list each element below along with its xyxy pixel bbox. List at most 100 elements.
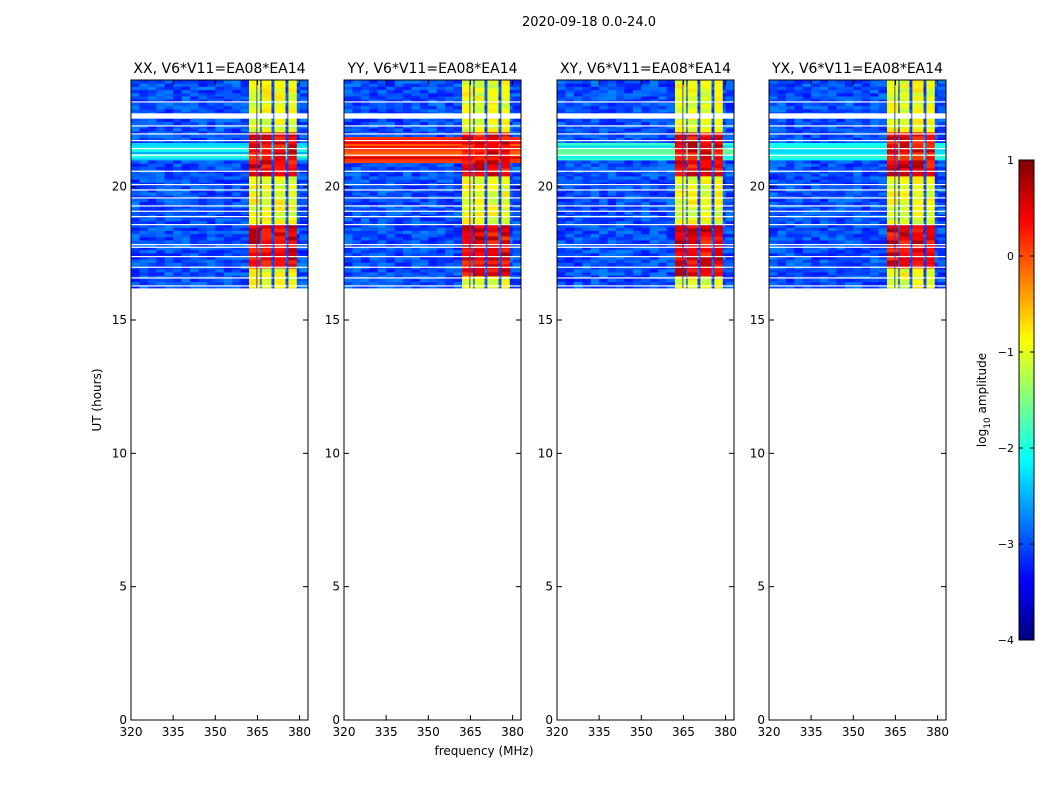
heatmap-cell: [565, 262, 575, 267]
heatmap-cell: [599, 121, 609, 126]
heatmap-cell: [240, 236, 250, 241]
heatmap-cell: [632, 121, 642, 126]
heatmap-cell: [198, 208, 208, 212]
heatmap-cell: [624, 92, 634, 97]
heatmap-cell: [156, 252, 166, 257]
rfi-block-cell: [714, 200, 723, 205]
rfi-block-cell: [700, 120, 712, 125]
heatmap-cell: [590, 124, 600, 129]
heatmap-cell: [352, 236, 362, 241]
heatmap-cell: [377, 230, 387, 235]
heatmap-cell: [411, 201, 421, 206]
heatmap-cell: [198, 118, 208, 123]
heatmap-cell: [411, 99, 421, 103]
rfi-block-cell: [700, 216, 712, 221]
rfi-block-cell: [288, 240, 297, 245]
heatmap-cell: [616, 268, 625, 273]
heatmap-cell: [573, 220, 583, 225]
heatmap-cell: [632, 278, 642, 283]
heatmap-cell: [344, 230, 353, 235]
heatmap-cell: [624, 185, 634, 190]
heatmap-cell: [624, 137, 634, 142]
rfi-block-cell: [675, 256, 687, 261]
heatmap-cell: [131, 188, 140, 193]
heatmap-cell: [403, 83, 412, 87]
heatmap-cell: [173, 121, 183, 126]
heatmap-cell: [557, 99, 566, 103]
rfi-block-cell: [487, 212, 499, 217]
heatmap-cell: [181, 268, 191, 273]
flagged-row: [557, 101, 734, 103]
heatmap-cell: [386, 233, 396, 238]
heatmap-cell: [156, 134, 166, 139]
heatmap-cell: [156, 131, 166, 135]
heatmap-cell: [173, 89, 183, 94]
heatmap-cell: [156, 201, 166, 206]
heatmap-cell: [582, 284, 592, 289]
heatmap-cell: [794, 284, 804, 289]
rfi-block-cell: [249, 236, 261, 241]
rfi-block-cell: [714, 96, 723, 101]
heatmap-cell: [453, 192, 463, 196]
heatmap-cell: [232, 233, 242, 238]
heatmap-cell: [590, 92, 600, 97]
heatmap-cell: [164, 140, 174, 145]
heatmap-cell: [377, 217, 387, 222]
heatmap-cell: [794, 278, 804, 283]
heatmap-cell: [139, 179, 149, 183]
rfi-block-cell: [501, 240, 510, 245]
heatmap-cell: [360, 89, 370, 94]
heatmap-cell: [573, 192, 583, 196]
heatmap-cell: [181, 227, 191, 231]
heatmap-cell: [223, 105, 233, 110]
heatmap-cell: [436, 252, 446, 257]
heatmap-cell: [590, 118, 600, 123]
heatmap-cell: [403, 224, 412, 228]
heatmap-cell: [607, 83, 617, 87]
heatmap-cell: [156, 80, 166, 84]
rfi-block-cell: [474, 176, 485, 181]
heatmap-cell: [599, 118, 609, 123]
flagged-row: [557, 184, 734, 186]
heatmap-cell: [394, 275, 404, 279]
heatmap-cell: [215, 80, 225, 84]
heatmap-cell: [573, 131, 583, 135]
heatmap-cell: [624, 284, 634, 289]
heatmap-cell: [582, 92, 592, 97]
heatmap-cell: [649, 92, 659, 97]
flagged-row: [131, 148, 308, 150]
heatmap-cell: [386, 86, 396, 91]
heatmap-cell: [164, 118, 174, 123]
heatmap-cell: [590, 121, 600, 126]
heatmap-cell: [173, 140, 183, 145]
rfi-row: [344, 160, 521, 164]
heatmap-cell: [725, 217, 734, 222]
heatmap-cell: [565, 240, 575, 244]
heatmap-cell: [206, 172, 216, 177]
rfi-block-cell: [700, 208, 712, 213]
heatmap-cell: [139, 246, 149, 251]
heatmap-cell: [573, 102, 583, 107]
rfi-block-cell: [687, 212, 698, 217]
heatmap-cell: [641, 211, 651, 215]
heatmap-cell: [624, 176, 634, 180]
heatmap-cell: [206, 246, 216, 251]
heatmap-cell: [164, 185, 174, 190]
heatmap-cell: [658, 83, 668, 87]
heatmap-cell: [573, 137, 583, 142]
heatmap-cell: [565, 102, 575, 107]
rfi-block-cell: [261, 172, 272, 177]
rfi-block-cell: [249, 212, 261, 217]
heatmap-cell: [352, 204, 362, 209]
heatmap-cell: [616, 259, 625, 263]
heatmap-cell: [641, 80, 651, 84]
heatmap-cell: [725, 192, 734, 196]
heatmap-cell: [352, 86, 362, 91]
heatmap-cell: [632, 188, 642, 193]
heatmap-cell: [632, 172, 642, 177]
flagged-row: [344, 133, 521, 135]
heatmap-cell: [445, 220, 455, 225]
heatmap-cell: [156, 268, 166, 273]
heatmap-cell: [419, 179, 429, 183]
rfi-block-cell: [462, 96, 474, 101]
